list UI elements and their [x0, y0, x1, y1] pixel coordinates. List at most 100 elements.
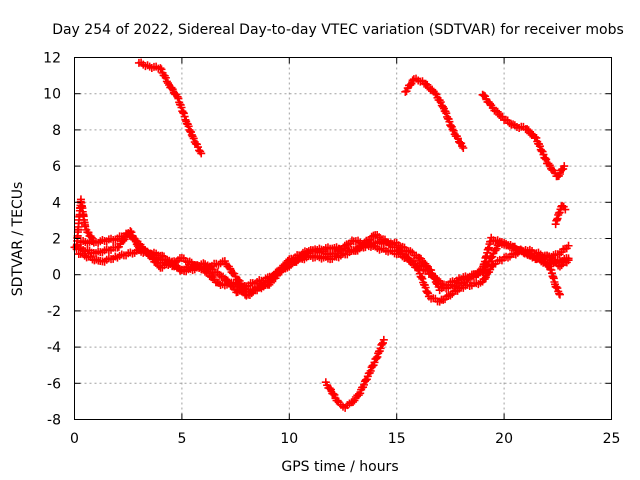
y-tick-label: 8 [52, 123, 61, 139]
data-point [373, 352, 382, 361]
y-tick-label: 0 [52, 268, 61, 284]
y-axis-label: SDTVAR / TECUs [10, 182, 26, 297]
data-point [492, 244, 501, 253]
series-arc-j-drop [538, 255, 564, 299]
data-point [184, 122, 193, 131]
data-point [458, 142, 467, 151]
data-point [459, 144, 468, 152]
data-point [366, 366, 375, 375]
grid-lines [74, 57, 612, 420]
data-point [157, 65, 166, 74]
data-point [86, 232, 95, 241]
chart-title: Day 254 of 2022, Sidereal Day-to-day VTE… [52, 22, 624, 38]
data-point [480, 274, 489, 283]
data-point [141, 245, 150, 254]
data-point [156, 64, 165, 73]
data-point [541, 154, 550, 163]
data-point [202, 267, 211, 276]
series-arc-c-high [401, 74, 468, 152]
data-point [555, 289, 564, 298]
y-tick-label: -6 [47, 376, 61, 392]
series-arc-i-main [76, 229, 573, 300]
data-point [417, 273, 426, 282]
data-point [245, 290, 254, 299]
data-point [442, 292, 451, 301]
data-point [167, 83, 176, 92]
data-point [127, 231, 136, 240]
data-point [438, 102, 447, 111]
data-point [487, 253, 496, 262]
x-tick-label: 20 [495, 431, 513, 447]
x-tick-label: 25 [603, 431, 621, 447]
x-tick-label: 5 [177, 431, 186, 447]
y-tick-label: -8 [47, 413, 61, 429]
data-point [560, 162, 569, 171]
data-point [344, 240, 353, 249]
data-point [367, 232, 376, 241]
data-point [360, 380, 369, 389]
data-point [555, 290, 564, 299]
data-point [552, 283, 561, 292]
data-point [329, 389, 338, 398]
data-point [485, 99, 494, 108]
data-point [326, 385, 335, 394]
y-tick-label: 10 [43, 87, 61, 103]
y-tick-label: -4 [47, 340, 61, 356]
data-point [433, 275, 442, 284]
data-point [479, 267, 488, 276]
data-point [480, 265, 489, 274]
data-point [325, 384, 334, 393]
axis-ticks: 0 5 10 15 20 25 -8 -6 -4 -2 0 2 4 6 8 10 12 [43, 51, 620, 448]
data-point [421, 283, 430, 292]
data-point [154, 262, 163, 271]
data-point [356, 389, 365, 398]
data-point [564, 256, 573, 265]
y-tick-label: 2 [52, 232, 61, 248]
series-arc-d-high [478, 90, 569, 181]
series-arc-a-high [134, 58, 206, 158]
y-tick-label: -2 [47, 304, 61, 320]
x-tick-label: 15 [388, 431, 406, 447]
data-point [505, 119, 514, 128]
data-point [431, 89, 440, 98]
data-point [421, 79, 430, 88]
x-axis-label: GPS time / hours [281, 459, 398, 475]
data-point [354, 391, 363, 400]
data-point [530, 132, 539, 141]
data-point [406, 81, 415, 90]
data-point [542, 155, 551, 164]
data-point [492, 106, 501, 115]
data-point [564, 241, 573, 250]
data-point [197, 149, 206, 158]
series-arc-b-low [321, 335, 388, 412]
y-tick-label: 6 [52, 159, 61, 175]
data-point [446, 291, 455, 300]
data-point [523, 125, 532, 134]
data-point [372, 354, 381, 363]
x-tick-label: 0 [70, 431, 79, 447]
data-point [448, 125, 457, 134]
y-tick-label: 12 [43, 51, 61, 67]
data-point [561, 205, 570, 214]
data-point [555, 262, 564, 271]
data-marks [70, 58, 573, 412]
data-point [532, 133, 541, 142]
data-point [189, 134, 198, 143]
data-point [333, 396, 342, 405]
y-tick-label: 4 [52, 195, 61, 211]
data-point [491, 246, 500, 255]
data-point [544, 159, 553, 168]
data-point [379, 335, 388, 344]
data-point [418, 274, 427, 283]
series-arc-e-spike [551, 201, 570, 229]
data-point [349, 397, 358, 406]
x-tick-label: 10 [280, 431, 298, 447]
data-point [340, 241, 349, 250]
data-point [415, 253, 424, 262]
data-point [280, 261, 289, 270]
data-point [535, 142, 544, 151]
data-point [378, 339, 387, 348]
data-point [161, 73, 170, 82]
